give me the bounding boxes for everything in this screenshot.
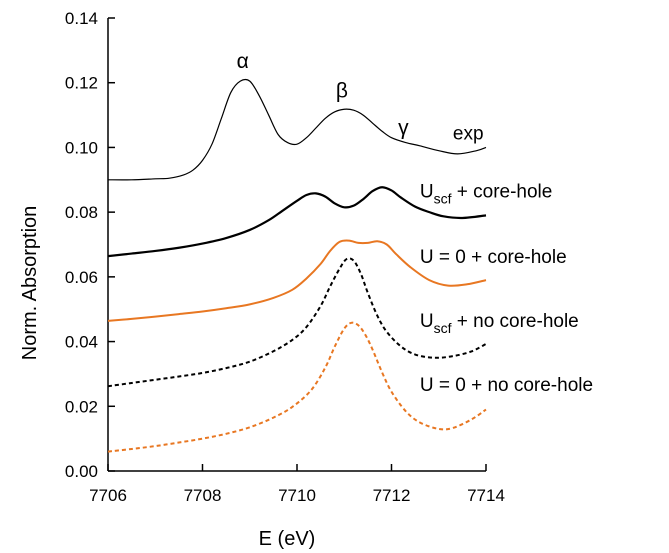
x-tick-label: 7714 [467,486,505,505]
peak-label-2: γ [398,116,409,139]
series-labels: exp Uscf + core-hole U = 0 + core-hole Uscf… [237,50,593,396]
series-label-main: U [420,182,434,203]
series-label-rest: + core-hole [451,182,552,203]
y-tick-label: 0.02 [65,397,98,416]
series-label-sub: scf [434,191,452,207]
x-tick-label: 7708 [184,486,222,505]
y-tick-label: 0.00 [65,462,98,481]
series-label-3: Uscf + no core-hole [420,311,579,336]
series-line-2 [107,239,487,322]
x-tick-label: 7706 [89,486,127,505]
series-label-0: exp [453,123,484,144]
y-tick-label: 0.14 [65,9,98,28]
x-tick-label: 7712 [373,486,411,505]
x-axis-label: E (eV) [259,528,316,550]
series-label-sub: scf [434,320,452,336]
y-axis-label: Norm. Absorption [19,206,41,361]
y-tick-label: 0.04 [65,333,98,352]
series-line-3 [107,257,487,388]
series-line-0 [107,78,487,181]
y-tick-label: 0.06 [65,268,98,287]
series-label-4: U = 0 + no core-hole [420,375,593,396]
series-label-main: U [420,311,434,332]
series-label-1: Uscf + core-hole [420,182,552,207]
series-label-2: U = 0 + core-hole [420,247,567,268]
y-tick-label: 0.12 [65,74,98,93]
ticks: 7706 7708 7710 7712 7714 0.00 0.02 0.04 0.06 0.08… [65,9,505,505]
series-label-main: exp [453,123,484,144]
series-line-4 [107,321,487,453]
series-line-1 [107,186,487,258]
peak-label-0: α [237,50,249,73]
peak-label-1: β [336,80,348,103]
series-group [107,78,487,453]
y-tick-label: 0.08 [65,203,98,222]
y-tick-label: 0.10 [65,138,98,157]
series-label-main: U = 0 + no core-hole [420,375,593,396]
series-label-rest: + no core-hole [451,311,578,332]
x-tick-label: 7710 [278,486,316,505]
series-label-main: U = 0 + core-hole [420,247,567,268]
